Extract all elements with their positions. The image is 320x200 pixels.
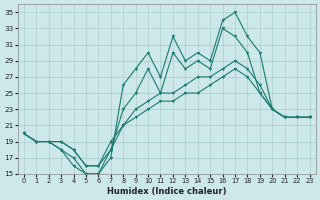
X-axis label: Humidex (Indice chaleur): Humidex (Indice chaleur) (107, 187, 227, 196)
